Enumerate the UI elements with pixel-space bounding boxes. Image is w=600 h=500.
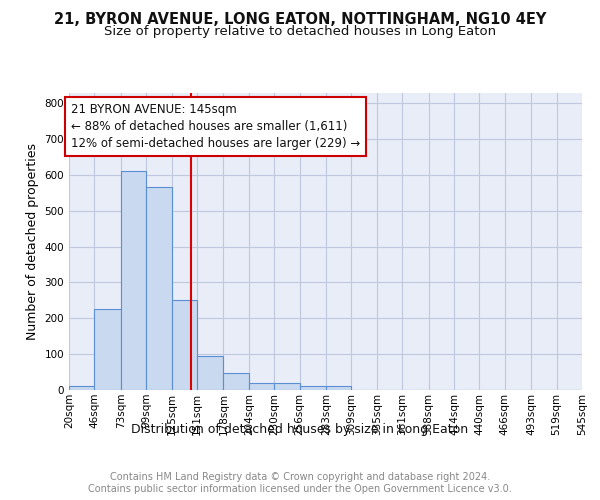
Bar <box>172 300 197 390</box>
Text: Distribution of detached houses by size in Long Eaton: Distribution of detached houses by size … <box>131 422 469 436</box>
Bar <box>69 386 94 390</box>
Bar <box>249 383 274 390</box>
Text: 21 BYRON AVENUE: 145sqm
← 88% of detached houses are smaller (1,611)
12% of semi: 21 BYRON AVENUE: 145sqm ← 88% of detache… <box>71 104 360 150</box>
Text: Contains HM Land Registry data © Crown copyright and database right 2024.
Contai: Contains HM Land Registry data © Crown c… <box>88 472 512 494</box>
Bar <box>274 383 299 390</box>
Y-axis label: Number of detached properties: Number of detached properties <box>26 143 39 340</box>
Bar <box>326 386 352 390</box>
Bar <box>146 188 172 390</box>
Bar <box>94 310 121 390</box>
Text: 21, BYRON AVENUE, LONG EATON, NOTTINGHAM, NG10 4EY: 21, BYRON AVENUE, LONG EATON, NOTTINGHAM… <box>54 12 546 28</box>
Bar <box>121 172 146 390</box>
Bar <box>223 373 249 390</box>
Bar <box>197 356 223 390</box>
Bar <box>299 386 326 390</box>
Text: Size of property relative to detached houses in Long Eaton: Size of property relative to detached ho… <box>104 25 496 38</box>
